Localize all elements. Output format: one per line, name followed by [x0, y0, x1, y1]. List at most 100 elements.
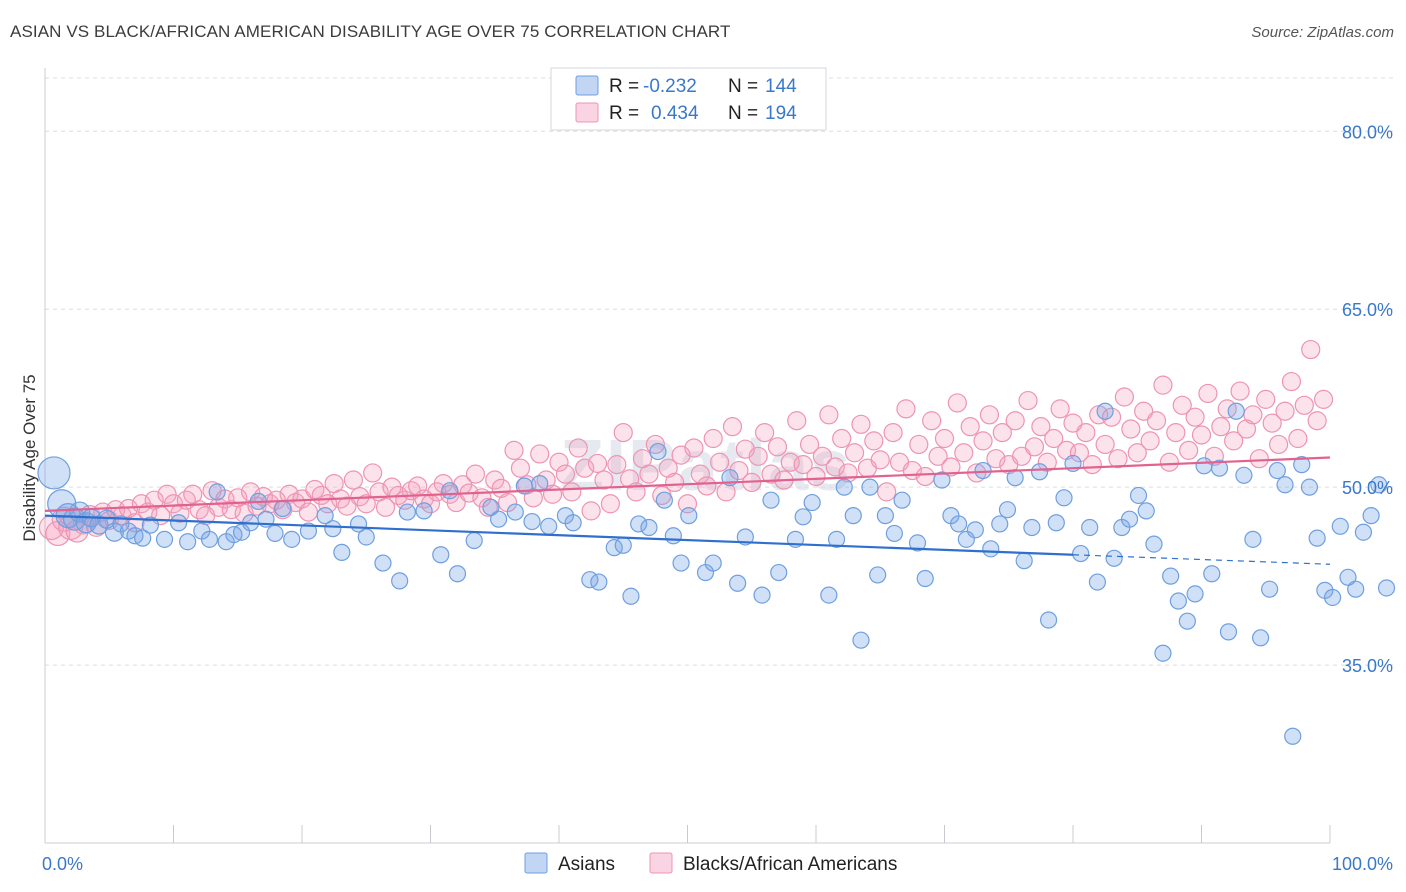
point-asian-29 [283, 530, 301, 548]
point-asian-80 [852, 631, 870, 649]
point-black-138 [928, 446, 948, 466]
point-black-140 [941, 457, 961, 477]
y-tick-label-1: 50.0% [1342, 478, 1393, 498]
point-asian-61 [655, 491, 673, 509]
point-asian-93 [974, 461, 992, 480]
y-tick-label-3: 80.0% [1342, 122, 1393, 142]
point-black-153 [1024, 437, 1045, 457]
point-asian-85 [893, 491, 911, 509]
point-black-117 [793, 455, 813, 475]
point-black-185 [1230, 381, 1250, 401]
point-black-100 [684, 438, 704, 458]
point-black-193 [1281, 371, 1302, 392]
chart-title: ASIAN VS BLACK/AFRICAN AMERICAN DISABILI… [10, 22, 731, 41]
point-asian-37 [391, 572, 409, 590]
point-asian-136 [1323, 588, 1342, 607]
point-black-135 [909, 434, 929, 455]
point-black-102 [697, 476, 717, 496]
point-asian-90 [950, 515, 968, 533]
point-asian-118 [1178, 612, 1196, 630]
point-asian-60 [649, 442, 667, 461]
axes [44, 68, 1331, 844]
point-black-84 [581, 501, 601, 521]
point-asian-17 [179, 533, 197, 551]
point-asian-117 [1169, 592, 1187, 610]
point-black-165 [1101, 407, 1122, 427]
point-asian-124 [1227, 402, 1245, 420]
bottom-legend-swatch-asian[interactable] [524, 852, 548, 874]
point-asian-87 [916, 569, 934, 588]
point-black-136 [915, 466, 935, 487]
point-asian-15 [155, 530, 174, 548]
point-black-172 [1146, 411, 1167, 431]
point-black-171 [1140, 431, 1160, 451]
point-asian-132 [1293, 456, 1311, 474]
point-asian-103 [1055, 489, 1073, 507]
point-asian-57 [622, 587, 640, 605]
point-black-154 [1031, 417, 1051, 437]
point-asian-107 [1088, 573, 1107, 591]
series-asian-points [37, 402, 1396, 745]
point-asian-63 [672, 554, 690, 572]
point-black-107 [729, 460, 749, 481]
point-black-73 [510, 458, 531, 478]
point-asian-75 [803, 493, 821, 512]
point-black-187 [1243, 405, 1263, 425]
point-black-179 [1191, 425, 1212, 445]
point-asian-19 [200, 530, 219, 548]
bottom-legend: Asians Blacks/African Americans [524, 852, 897, 875]
source-prefix: Source: [1251, 24, 1308, 41]
point-asian-79 [844, 507, 862, 525]
legend-n-value-black: 194 [765, 103, 797, 124]
point-black-173 [1153, 375, 1173, 395]
point-black-123 [832, 428, 852, 449]
trend-line-black [44, 456, 1331, 512]
point-black-164 [1095, 434, 1115, 455]
legend-swatch-asian [575, 75, 599, 96]
point-black-116 [787, 411, 807, 431]
bottom-legend-label-asian[interactable]: Asians [558, 854, 615, 875]
point-black-142 [954, 443, 974, 463]
point-asian-3 [62, 507, 87, 531]
point-black-72 [504, 440, 524, 460]
point-asian-143 [1377, 579, 1396, 597]
legend-box: R = -0.232 N = 144 R = 0.434 N = 194 [550, 67, 827, 131]
point-black-148 [992, 422, 1012, 443]
bottom-legend-swatch-black[interactable] [649, 852, 673, 874]
legend-n-value-asian: 144 [765, 76, 797, 97]
point-black-188 [1249, 449, 1269, 469]
legend-frame [550, 67, 827, 131]
point-asian-42 [448, 565, 467, 583]
point-black-80 [555, 464, 576, 484]
point-black-139 [934, 428, 955, 449]
point-asian-88 [933, 471, 951, 489]
point-black-157 [1050, 399, 1070, 419]
point-black-52 [375, 497, 396, 517]
point-asian-9 [104, 522, 124, 542]
point-asian-62 [664, 527, 682, 545]
bottom-legend-label-black[interactable]: Blacks/African Americans [683, 854, 897, 875]
point-asian-113 [1137, 502, 1155, 520]
point-black-152 [1018, 390, 1038, 411]
point-asian-97 [1006, 469, 1024, 487]
point-black-86 [594, 470, 614, 490]
point-black-96 [658, 458, 678, 478]
point-asian-92 [966, 521, 984, 539]
point-asian-84 [885, 524, 903, 543]
point-black-182 [1211, 417, 1231, 437]
point-black-175 [1166, 422, 1186, 443]
grid-lines [45, 77, 1393, 666]
point-asian-125 [1235, 466, 1253, 484]
point-black-106 [722, 417, 743, 437]
source-site: ZipAtlas.com [1307, 24, 1394, 41]
point-asian-16 [170, 514, 188, 532]
point-asian-116 [1162, 567, 1180, 585]
point-black-111 [754, 422, 775, 443]
point-black-47 [343, 470, 363, 490]
point-asian-41 [441, 482, 459, 500]
legend-swatch-black [575, 102, 599, 123]
x-tick-label-min: 0.0% [42, 854, 83, 874]
y-axis-label: Disability Age Over 75 [20, 374, 39, 541]
point-black-156 [1044, 428, 1064, 449]
point-black-189 [1256, 389, 1276, 409]
